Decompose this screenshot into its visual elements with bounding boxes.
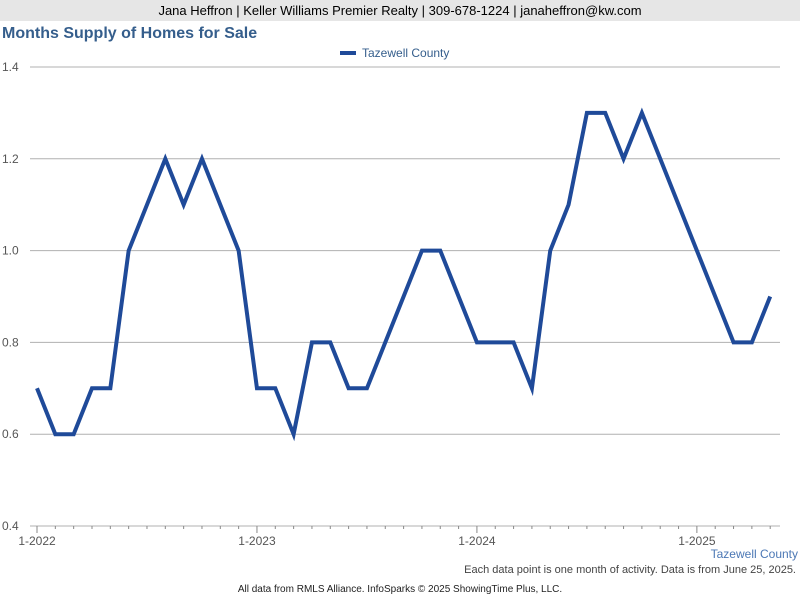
x-tick-label: 1-2023 xyxy=(238,534,276,548)
series-caption: Tazewell County xyxy=(710,547,798,561)
chart-legend: Tazewell County xyxy=(340,46,449,60)
legend-label: Tazewell County xyxy=(362,46,450,60)
y-tick-label: 0.4 xyxy=(2,519,19,533)
x-tick-label: 1-2025 xyxy=(678,534,716,548)
contact-header: Jana Heffron | Keller Williams Premier R… xyxy=(0,0,800,21)
x-tick-label: 1-2022 xyxy=(18,534,56,548)
y-tick-label: 1.4 xyxy=(2,60,19,74)
y-tick-label: 1.2 xyxy=(2,152,19,166)
y-tick-label: 1.0 xyxy=(2,244,19,258)
y-tick-label: 0.8 xyxy=(2,335,19,349)
data-source: All data from RMLS Alliance. InfoSparks … xyxy=(237,584,563,595)
y-tick-label: 0.6 xyxy=(2,427,19,441)
series-line-tazewell-county xyxy=(35,107,773,442)
x-tick-label: 1-2024 xyxy=(458,534,496,548)
legend-swatch xyxy=(340,51,356,55)
chart-title: Months Supply of Homes for Sale xyxy=(2,25,258,42)
data-note: Each data point is one month of activity… xyxy=(464,564,796,576)
